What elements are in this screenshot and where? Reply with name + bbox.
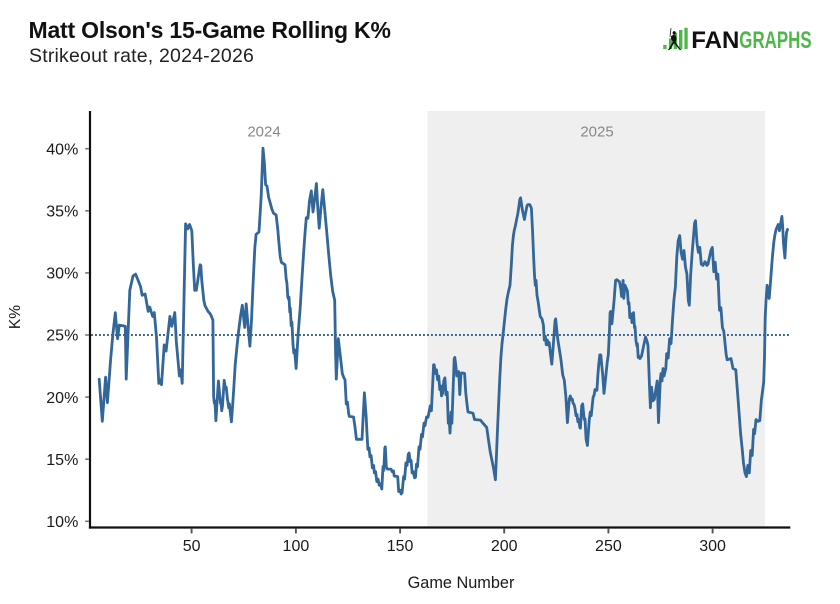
svg-text:FAN: FAN [691,27,739,54]
svg-text:30%: 30% [46,266,78,283]
svg-text:Game Number: Game Number [408,574,515,592]
svg-text:GRAPHS: GRAPHS [739,27,811,54]
svg-text:300: 300 [699,538,726,555]
svg-text:10%: 10% [46,514,78,531]
svg-text:2025: 2025 [580,124,613,141]
svg-text:150: 150 [387,538,414,555]
svg-text:200: 200 [491,538,518,555]
svg-text:2024: 2024 [247,124,280,141]
svg-text:15%: 15% [46,452,78,469]
svg-text:20%: 20% [46,390,78,407]
svg-text:35%: 35% [46,204,78,221]
svg-text:100: 100 [283,538,310,555]
svg-text:Strikeout rate, 2024-2026: Strikeout rate, 2024-2026 [29,45,254,67]
svg-text:250: 250 [595,538,622,555]
svg-text:K%: K% [7,305,24,329]
svg-text:40%: 40% [46,141,78,158]
svg-text:25%: 25% [46,328,78,345]
svg-text:50: 50 [183,538,201,555]
svg-text:Matt Olson's 15-Game Rolling K: Matt Olson's 15-Game Rolling K% [29,17,391,43]
